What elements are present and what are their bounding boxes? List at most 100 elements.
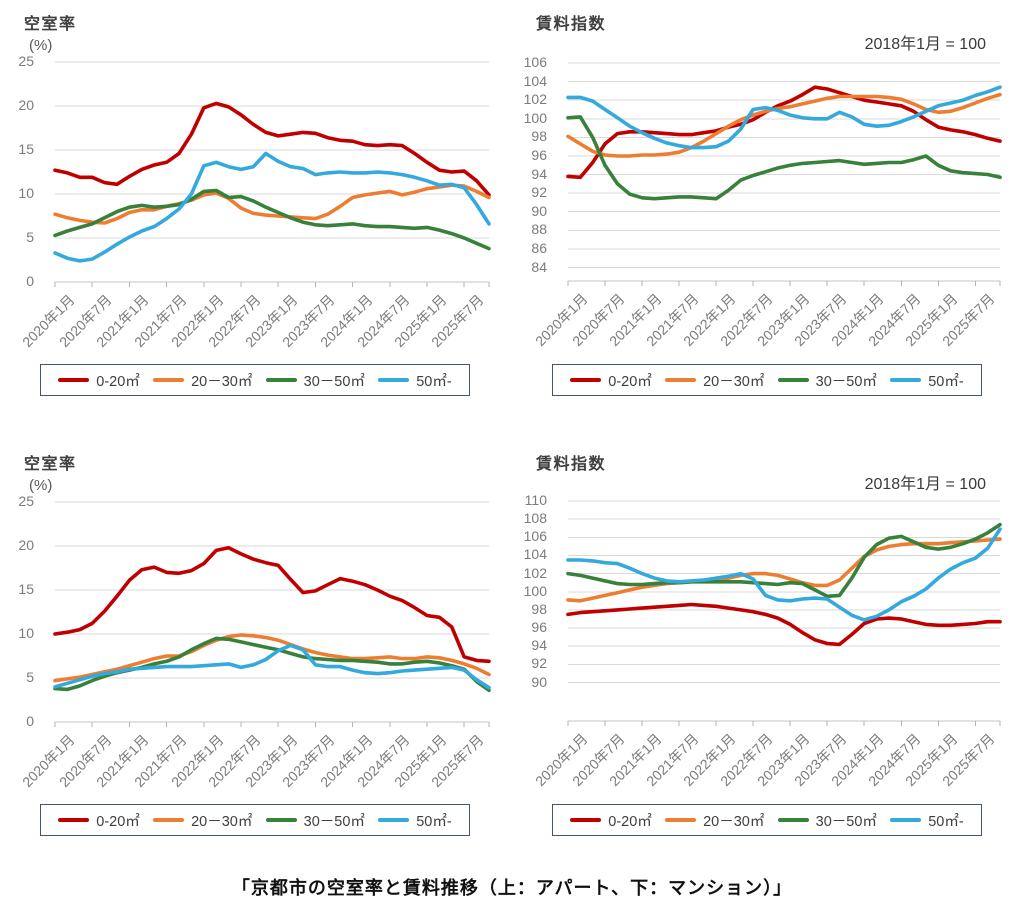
chart-canvas-rent-index-apartment: [566, 62, 1002, 286]
y-tick-label: 110: [524, 492, 547, 508]
y-tick-label: 92: [531, 184, 547, 201]
legend-item-30-50sqm: 30－50㎡: [265, 810, 365, 831]
legend-item-30-50sqm: 30－50㎡: [777, 810, 877, 831]
legend-label-0-20sqm: 0-20㎡: [608, 813, 652, 830]
legend-label-30-50sqm: 30－50㎡: [815, 813, 877, 830]
y-tick-label: 20: [18, 97, 34, 113]
index-base-note: 2018年1月 = 100: [864, 476, 986, 493]
chart-canvas-vacancy-apartment: [53, 61, 491, 287]
legend-item-50sqm-plus: 50㎡-: [378, 810, 452, 831]
series-line-50sqm-plus: [53, 151, 491, 263]
plot-area-vacancy-mansion: 25 20 15 10 5 0 2020年1月 2020年7月 2021年1月 2021年7月 20…: [0, 440, 512, 880]
plot-area-rent-index-mansion: 110 108 106 104 102 100 98 96 94 92 90 2020年1月 2020年…: [512, 440, 1024, 880]
legend-label-0-20sqm: 0-20㎡: [96, 813, 140, 830]
y-tick-label: 0: [26, 273, 34, 289]
legend-label-50sqm-plus: 50㎡-: [416, 813, 452, 830]
legend-item-20-30sqm: 20－30㎡: [153, 810, 252, 831]
y-tick-label: 20: [18, 537, 34, 553]
y-tick-label: 100: [523, 582, 547, 599]
series-line-20-30sqm: [53, 183, 491, 225]
legend: 0-20㎡ 20－30㎡ 30－50㎡ 50㎡-: [40, 364, 470, 396]
legend-item-30-50sqm: 30－50㎡: [777, 370, 877, 391]
legend-swatch-0-20sqm: [58, 378, 90, 382]
plot-area-vacancy-apartment: 25 20 15 10 5 0 2020年1月 2020年7月 2021年1月 2021年7月 20…: [0, 0, 512, 440]
panel-vacancy-mansion: 空室率 (%) 25 20 15 10 5 0 2020年1月 2020年7月 2021年1月 2…: [0, 440, 512, 880]
legend-item-0-20sqm: 0-20㎡: [58, 810, 140, 831]
series-line-30-50sqm: [53, 636, 491, 693]
chart-title: 賃料指数: [536, 456, 607, 473]
y-tick-label: 0: [26, 713, 34, 729]
y-tick-label: 100: [523, 109, 547, 126]
index-base-note: 2018年1月 = 100: [864, 36, 986, 53]
legend-label-0-20sqm: 0-20㎡: [608, 373, 652, 390]
legend-swatch-20-30sqm: [665, 818, 697, 822]
series-line-50sqm-plus: [566, 527, 1002, 622]
legend: 0-20㎡ 20－30㎡ 30－50㎡ 50㎡-: [40, 804, 470, 836]
y-tick-label: 108: [523, 510, 547, 527]
series-line-50sqm-plus: [53, 643, 491, 690]
y-tick-label: 88: [531, 221, 547, 238]
legend-item-20-30sqm: 20－30㎡: [665, 370, 764, 391]
legend-label-50sqm-plus: 50㎡-: [928, 373, 964, 390]
plot-area-rent-index-apartment: 106 104 102 100 98 96 94 92 90 88 86 84 2020年1月 2020年…: [512, 0, 1024, 440]
legend-label-50sqm-plus: 50㎡-: [416, 373, 452, 390]
legend-swatch-20-30sqm: [665, 378, 697, 382]
legend-item-30-50sqm: 30－50㎡: [265, 370, 365, 391]
legend-label-20-30sqm: 20－30㎡: [703, 373, 765, 390]
y-tick-label: 92: [531, 655, 547, 672]
legend-swatch-50sqm-plus: [378, 378, 410, 382]
y-tick-label: 98: [531, 600, 547, 617]
legend-swatch-30-50sqm: [777, 378, 809, 382]
legend: 0-20㎡ 20－30㎡ 30－50㎡ 50㎡-: [552, 364, 982, 396]
legend-item-0-20sqm: 0-20㎡: [570, 370, 652, 391]
chart-canvas-vacancy-mansion: [53, 501, 491, 727]
legend-item-50sqm-plus: 50㎡-: [378, 370, 452, 391]
legend-swatch-0-20sqm: [570, 818, 602, 822]
legend-item-50sqm-plus: 50㎡-: [890, 810, 964, 831]
y-tick-label: 96: [531, 619, 547, 636]
legend-label-0-20sqm: 0-20㎡: [96, 373, 140, 390]
y-axis-unit-label: (%): [29, 37, 53, 54]
series-line-0-20sqm: [566, 602, 1002, 647]
y-tick-label: 98: [531, 128, 547, 145]
y-tick-label: 90: [531, 673, 547, 690]
series-line-0-20sqm: [53, 546, 491, 664]
legend-item-20-30sqm: 20－30㎡: [153, 370, 252, 391]
legend-swatch-50sqm-plus: [890, 378, 922, 382]
y-tick-label: 94: [531, 165, 547, 182]
y-tick-label: 96: [531, 146, 547, 163]
legend-item-50sqm-plus: 50㎡-: [890, 370, 964, 391]
legend-item-0-20sqm: 0-20㎡: [570, 810, 652, 831]
chart-title: 賃料指数: [536, 16, 607, 33]
legend-label-20-30sqm: 20－30㎡: [703, 813, 765, 830]
chart-canvas-rent-index-mansion: [566, 500, 1002, 726]
y-tick-label: 5: [26, 229, 34, 245]
legend-label-20-30sqm: 20－30㎡: [191, 373, 253, 390]
panel-vacancy-apartment: 空室率 (%) 25 20 15 10 5 0 2020年1月 2020年7月 2021年1月 2…: [0, 0, 512, 440]
y-tick-label: 5: [26, 669, 34, 685]
figure-caption: 「京都市の空室率と賃料推移（上：アパート、下：マンション）」: [231, 878, 793, 898]
chart-title: 空室率: [24, 456, 77, 473]
legend-swatch-30-50sqm: [265, 818, 297, 822]
series-line-30-50sqm: [566, 522, 1002, 599]
legend-item-0-20sqm: 0-20㎡: [58, 370, 140, 391]
legend-swatch-0-20sqm: [58, 818, 90, 822]
y-tick-label: 102: [523, 564, 547, 581]
legend-item-20-30sqm: 20－30㎡: [665, 810, 764, 831]
y-tick-label: 25: [18, 493, 34, 509]
legend-label-20-30sqm: 20－30㎡: [191, 813, 253, 830]
legend-label-30-50sqm: 30－50㎡: [815, 373, 877, 390]
chart-title: 空室率: [24, 16, 77, 33]
y-tick-label: 10: [18, 625, 34, 641]
y-tick-label: 104: [523, 72, 547, 89]
legend-swatch-20-30sqm: [153, 818, 185, 822]
y-tick-label: 86: [531, 239, 547, 256]
y-tick-label: 90: [531, 202, 547, 219]
legend-swatch-30-50sqm: [777, 818, 809, 822]
legend-swatch-50sqm-plus: [890, 818, 922, 822]
legend-swatch-20-30sqm: [153, 378, 185, 382]
legend-label-30-50sqm: 30－50㎡: [303, 373, 365, 390]
y-tick-label: 104: [523, 546, 547, 563]
legend-label-30-50sqm: 30－50㎡: [303, 813, 365, 830]
